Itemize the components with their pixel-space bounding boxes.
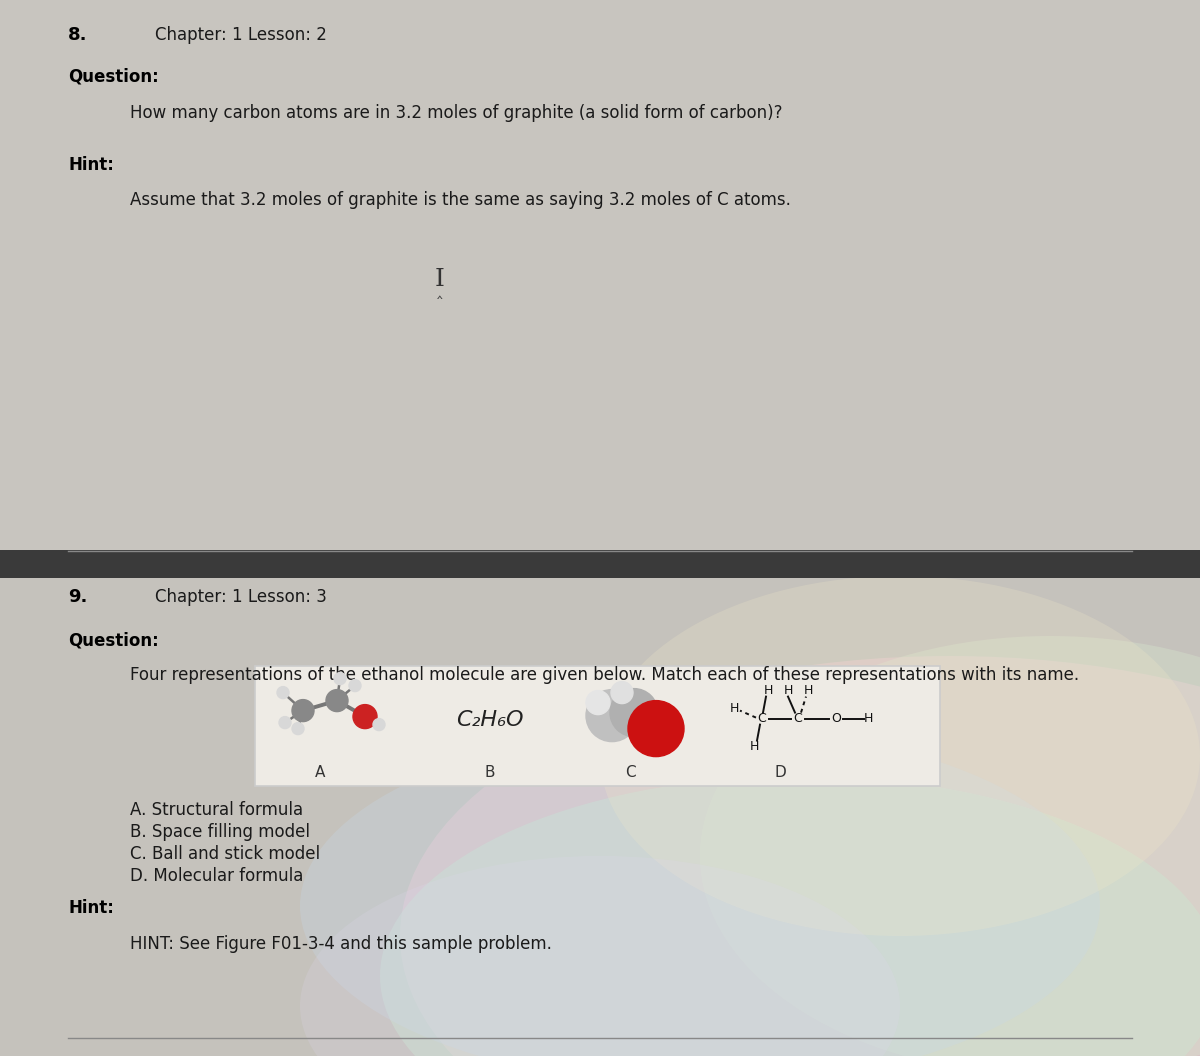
Text: C: C	[625, 765, 635, 780]
Ellipse shape	[600, 576, 1200, 936]
Text: H: H	[763, 684, 773, 697]
Text: Chapter: 1 Lesson: 3: Chapter: 1 Lesson: 3	[155, 588, 326, 606]
Ellipse shape	[380, 776, 1200, 1056]
Circle shape	[349, 680, 361, 692]
Text: H: H	[863, 712, 872, 725]
Text: H: H	[803, 684, 812, 697]
Text: B. Space filling model: B. Space filling model	[130, 823, 310, 841]
Ellipse shape	[400, 656, 1200, 1056]
Text: A. Structural formula: A. Structural formula	[130, 802, 304, 819]
Text: H: H	[730, 702, 739, 715]
Text: C: C	[757, 712, 767, 725]
Ellipse shape	[300, 856, 900, 1056]
Text: B: B	[485, 765, 496, 780]
Text: ‸: ‸	[437, 281, 443, 299]
Ellipse shape	[700, 636, 1200, 1056]
Text: 8.: 8.	[68, 26, 88, 44]
Circle shape	[326, 690, 348, 712]
Circle shape	[292, 722, 304, 735]
Circle shape	[334, 673, 346, 684]
Text: H: H	[784, 684, 793, 697]
Circle shape	[277, 686, 289, 699]
Circle shape	[611, 681, 634, 703]
Text: Assume that 3.2 moles of graphite is the same as saying 3.2 moles of C atoms.: Assume that 3.2 moles of graphite is the…	[130, 191, 791, 209]
FancyBboxPatch shape	[256, 666, 940, 786]
Text: H: H	[749, 740, 758, 753]
Text: D. Molecular formula: D. Molecular formula	[130, 867, 304, 885]
Text: Chapter: 1 Lesson: 2: Chapter: 1 Lesson: 2	[155, 26, 326, 44]
Text: D: D	[774, 765, 786, 780]
Circle shape	[373, 718, 385, 731]
Text: Question:: Question:	[68, 68, 158, 86]
Text: C: C	[793, 712, 803, 725]
Circle shape	[353, 704, 377, 729]
Bar	[0, 578, 1200, 1056]
Text: 9.: 9.	[68, 588, 88, 606]
Text: How many carbon atoms are in 3.2 moles of graphite (a solid form of carbon)?: How many carbon atoms are in 3.2 moles o…	[130, 103, 782, 122]
Text: C. Ball and stick model: C. Ball and stick model	[130, 845, 320, 863]
Text: C₂H₆O: C₂H₆O	[456, 710, 523, 730]
Text: Four representations of the ethanol molecule are given below. Match each of thes: Four representations of the ethanol mole…	[130, 666, 1079, 684]
Text: Question:: Question:	[68, 631, 158, 649]
Bar	[0, 0, 1200, 550]
Text: A: A	[314, 765, 325, 780]
Text: O: O	[832, 712, 841, 725]
Circle shape	[610, 689, 658, 737]
Bar	[0, 550, 1200, 578]
Text: I: I	[436, 268, 445, 291]
Circle shape	[278, 717, 292, 729]
Text: Hint:: Hint:	[68, 899, 114, 917]
Circle shape	[628, 700, 684, 756]
Text: HINT: See Figure F01-3-4 and this sample problem.: HINT: See Figure F01-3-4 and this sample…	[130, 935, 552, 953]
Circle shape	[586, 691, 610, 715]
Text: Hint:: Hint:	[68, 156, 114, 174]
Ellipse shape	[300, 727, 1100, 1056]
Circle shape	[292, 700, 314, 721]
Circle shape	[586, 690, 638, 741]
